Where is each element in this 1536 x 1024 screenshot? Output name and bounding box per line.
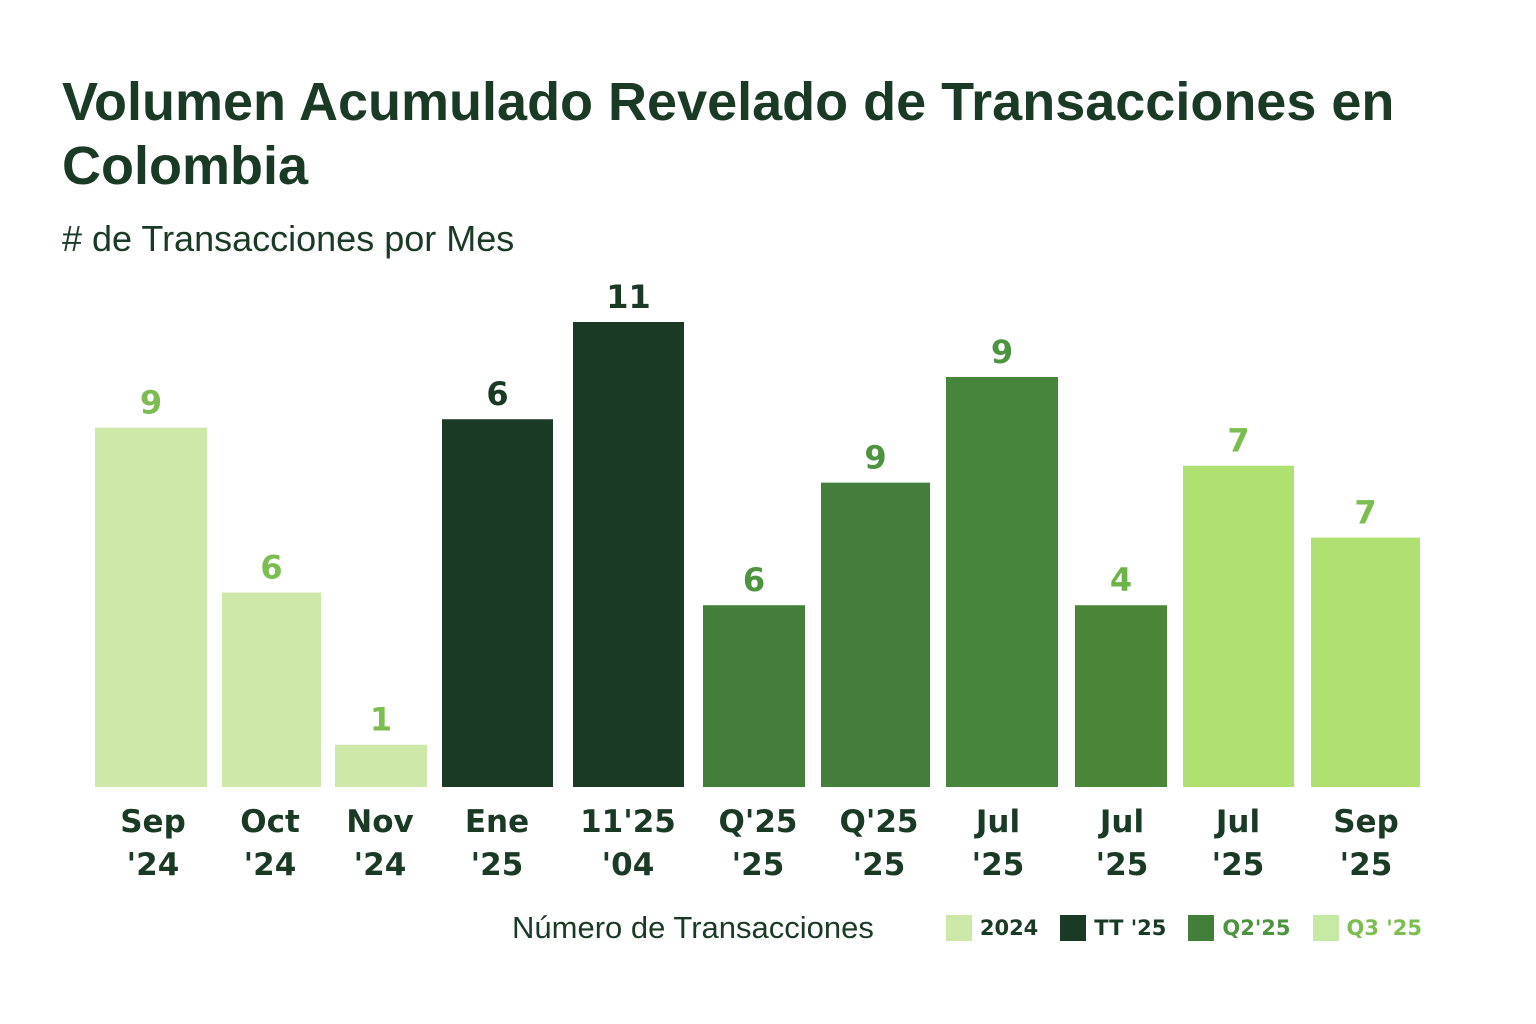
x-tick-sublabel: '25 [732,847,785,883]
x-tick-sublabel: '25 [1340,847,1393,883]
x-tick-sublabel: '25 [471,847,524,883]
x-tick-label: Ene [465,804,529,840]
value-label: 9 [140,384,162,422]
bar-9 [1183,465,1294,787]
x-tick-label: Jul [1214,804,1260,840]
legend-label: TT '25 [1094,916,1167,940]
legend-swatch [1188,915,1215,941]
bar-2 [335,744,427,787]
legend-label: Q3 '25 [1346,916,1422,940]
chart-title: Volumen Acumulado Revelado de Transaccio… [62,72,1395,196]
bar-4 [573,322,684,787]
x-tick-sublabel: '25 [1212,847,1265,883]
value-label: 9 [864,439,886,477]
x-tick-sublabel: '04 [602,847,655,883]
bar-chart: 9 Sep '24 6 Oct '24 1 Nov '24 6 Ene '25 11 11'25 '04 6 Q… [95,278,1420,883]
legend-title: Número de Transacciones [512,910,874,945]
legend-swatch [945,915,972,941]
x-tick-sublabel: '24 [244,847,297,883]
x-tick-label: Nov [346,804,413,840]
legend-label: 2024 [979,916,1039,940]
value-label: 11 [606,278,651,316]
x-tick-sublabel: '25 [853,847,906,883]
x-tick-sublabel: '24 [127,847,180,883]
legend-item: Q2'25 [1188,915,1291,941]
bar-0 [95,427,207,787]
x-tick-label: Sep [120,804,186,840]
value-label: 7 [1354,494,1376,532]
x-tick-sublabel: '25 [1096,847,1149,883]
x-tick-label: 11'25 [580,804,676,840]
x-tick-label: Oct [240,804,300,840]
bar-7 [946,376,1058,787]
chart-subtitle: # de Transacciones por Mes [62,218,515,259]
legend-item: 2024 [945,915,1039,941]
x-tick-sublabel: '24 [354,847,407,883]
bar-1 [222,592,321,787]
value-label: 4 [1110,561,1132,599]
bar-3 [442,419,553,787]
legend-item: Q3 '25 [1312,915,1422,941]
value-label: 6 [486,375,508,413]
x-tick-label: Jul [1098,804,1144,840]
value-label: 1 [370,701,392,739]
value-label: 6 [743,561,765,599]
legend-item: TT '25 [1060,915,1166,941]
x-tick-label: Q'25 [840,804,919,840]
bar-5 [703,605,805,787]
value-label: 7 [1227,422,1249,460]
bar-6 [821,482,930,787]
value-label: 6 [260,549,282,587]
x-tick-label: Sep [1333,804,1399,840]
legend-swatch [1060,915,1087,941]
x-tick-sublabel: '25 [972,847,1025,883]
x-tick-label: Q'25 [719,804,798,840]
legend-swatch [1312,915,1339,941]
bar-8 [1075,605,1167,787]
value-label: 9 [991,333,1013,371]
legend: Número de Transacciones 2024 TT '25 Q2'25 Q… [512,910,1444,946]
bar-10 [1311,537,1420,787]
legend-label: Q2'25 [1222,916,1291,940]
x-tick-label: Jul [974,804,1020,840]
